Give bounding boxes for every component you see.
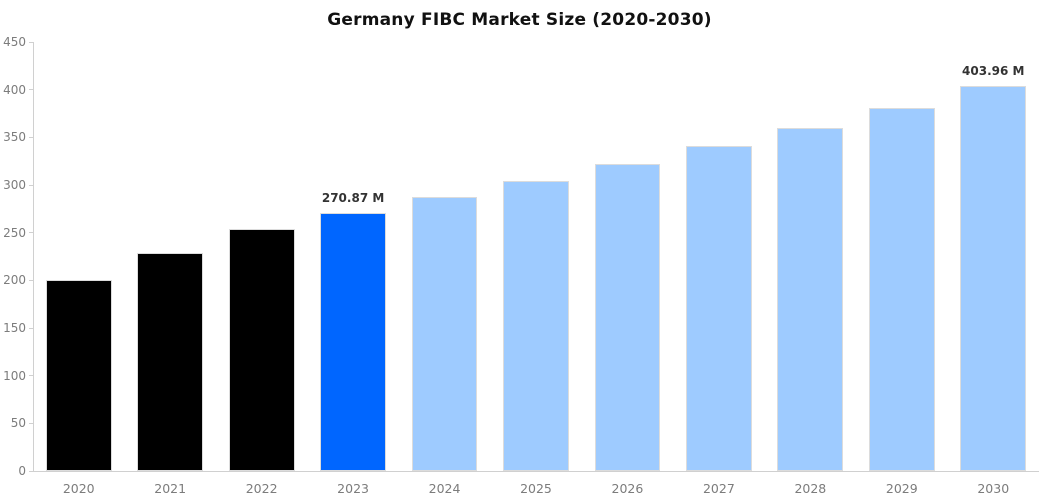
x-tick-label-2020: 2020 <box>62 481 95 496</box>
bar-2021 <box>137 252 204 471</box>
x-tick-label-2025: 2025 <box>520 481 552 496</box>
y-tick-mark-400 <box>29 89 33 91</box>
bar-2026 <box>594 164 661 471</box>
y-tick-label-400: 400 <box>3 82 26 97</box>
y-tick-mark-250 <box>29 232 33 234</box>
bar-2025 <box>503 181 569 471</box>
x-tick-label-2027: 2027 <box>702 481 735 496</box>
bar-2029 <box>868 107 935 471</box>
y-tick-label-450: 450 <box>3 35 26 49</box>
bar-2023 <box>320 212 386 471</box>
bar-2022 <box>228 228 295 471</box>
x-tick-label-2023: 2023 <box>337 481 369 496</box>
bar-value-label-2030: 403.96 M <box>962 63 1025 78</box>
y-tick-label-200: 200 <box>3 273 26 288</box>
x-axis-line <box>33 471 1039 472</box>
y-tick-label-250: 250 <box>3 225 26 240</box>
y-tick-mark-50 <box>29 422 33 424</box>
y-tick-mark-350 <box>29 136 33 138</box>
y-tick-mark-0 <box>29 470 33 472</box>
x-tick-label-2024: 2024 <box>428 481 461 496</box>
x-tick-label-2022: 2022 <box>245 481 278 496</box>
y-axis-line <box>33 42 34 471</box>
y-tick-label-150: 150 <box>3 321 26 335</box>
y-tick-label-50: 50 <box>10 416 26 431</box>
chart-title: Germany FIBC Market Size (2020-2030) <box>327 10 712 30</box>
y-tick-label-100: 100 <box>3 368 26 383</box>
y-tick-label-0: 0 <box>18 464 26 478</box>
y-tick-mark-450 <box>29 41 33 43</box>
bar-2027 <box>685 145 752 471</box>
y-tick-mark-150 <box>29 327 33 329</box>
x-tick-label-2029: 2029 <box>885 481 918 496</box>
y-tick-label-300: 300 <box>3 178 26 192</box>
x-tick-label-2030: 2030 <box>977 481 1010 496</box>
y-tick-mark-300 <box>29 184 33 186</box>
x-tick-label-2021: 2021 <box>154 481 187 496</box>
x-tick-label-2026: 2026 <box>611 481 644 496</box>
bar-2028 <box>777 127 844 471</box>
bar-2020 <box>45 280 112 471</box>
y-tick-label-350: 350 <box>3 130 26 145</box>
y-tick-mark-200 <box>29 279 33 281</box>
x-tick-label-2028: 2028 <box>794 481 827 496</box>
bar-value-label-2023: 270.87 M <box>321 190 385 205</box>
y-tick-mark-100 <box>29 375 33 377</box>
bar-2030 <box>960 85 1027 471</box>
bar-2024 <box>411 197 478 471</box>
